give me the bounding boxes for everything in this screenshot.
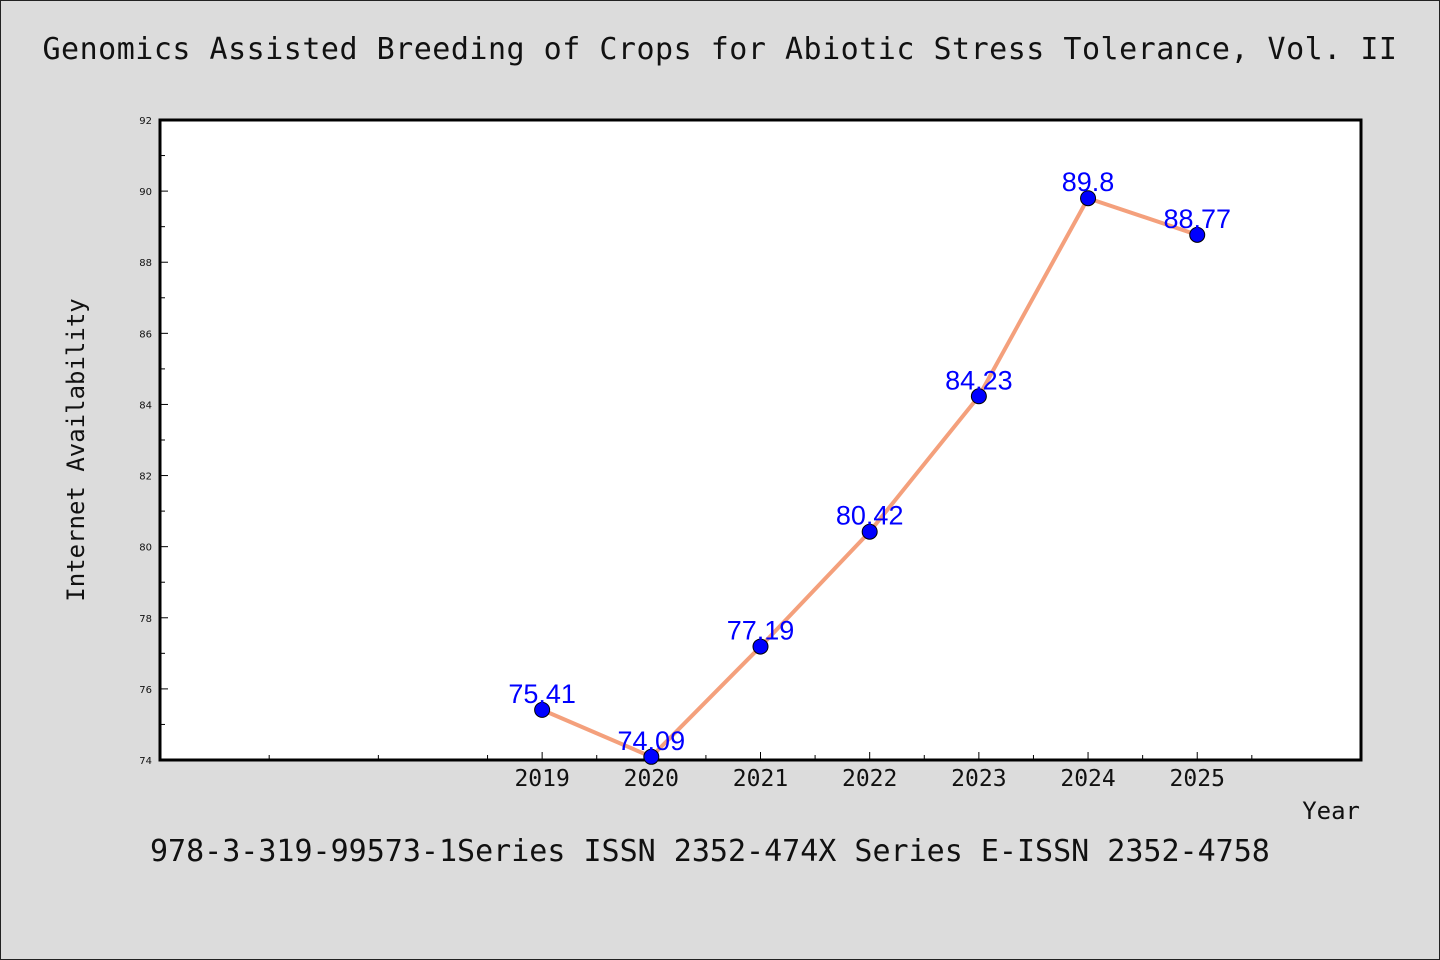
y-tick-label: 90 [139, 187, 152, 198]
y-tick-label: 78 [139, 614, 152, 625]
y-tick-label: 84 [139, 400, 152, 411]
x-tick-label: 2020 [624, 766, 679, 792]
series-line-group: 75.41 74.09 77.19 80.42 84.23 89.8 88.77 [508, 167, 1231, 765]
data-point [643, 748, 660, 765]
footer-isbn-issn: 978-3-319-99573-1Series ISSN 2352-474X S… [150, 834, 1270, 869]
y-tick-label: 76 [139, 685, 152, 696]
x-tick-label: 2023 [951, 766, 1006, 792]
y-tick-label: 86 [139, 329, 152, 340]
data-label: 80.42 [836, 501, 904, 531]
x-tick-label: 2021 [733, 766, 788, 792]
data-label: 88.77 [1163, 204, 1231, 234]
x-tick-label: 2025 [1170, 766, 1225, 792]
data-point [861, 523, 878, 540]
data-label: 74.09 [618, 726, 686, 756]
data-point [970, 388, 987, 405]
data-point [1080, 190, 1097, 207]
y-tick-label: 74 [139, 756, 152, 767]
y-tick-label: 82 [139, 472, 152, 483]
data-label: 77.19 [727, 616, 795, 646]
data-point [1189, 226, 1206, 243]
data-point [752, 638, 769, 655]
chart-title: Genomics Assisted Breeding of Crops for … [42, 32, 1398, 67]
y-tick-label: 88 [139, 258, 152, 269]
x-axis: 2019 2020 2021 2022 2023 2024 2025 [159, 752, 1362, 792]
data-label: 75.41 [508, 679, 576, 709]
x-tick-label: 2024 [1060, 766, 1115, 792]
x-tick-label: 2022 [842, 766, 897, 792]
data-label: 84.23 [945, 365, 1013, 395]
y-axis: 74 76 78 80 82 84 86 88 90 92 [139, 116, 168, 767]
x-tick-label: 2019 [514, 766, 569, 792]
y-tick-label: 80 [139, 543, 152, 554]
y-tick-label: 92 [139, 116, 152, 127]
data-label: 89.8 [1062, 167, 1115, 197]
x-axis-title: Year [1302, 797, 1360, 825]
data-point [534, 701, 551, 718]
y-axis-title: Internet Availability [62, 298, 90, 601]
